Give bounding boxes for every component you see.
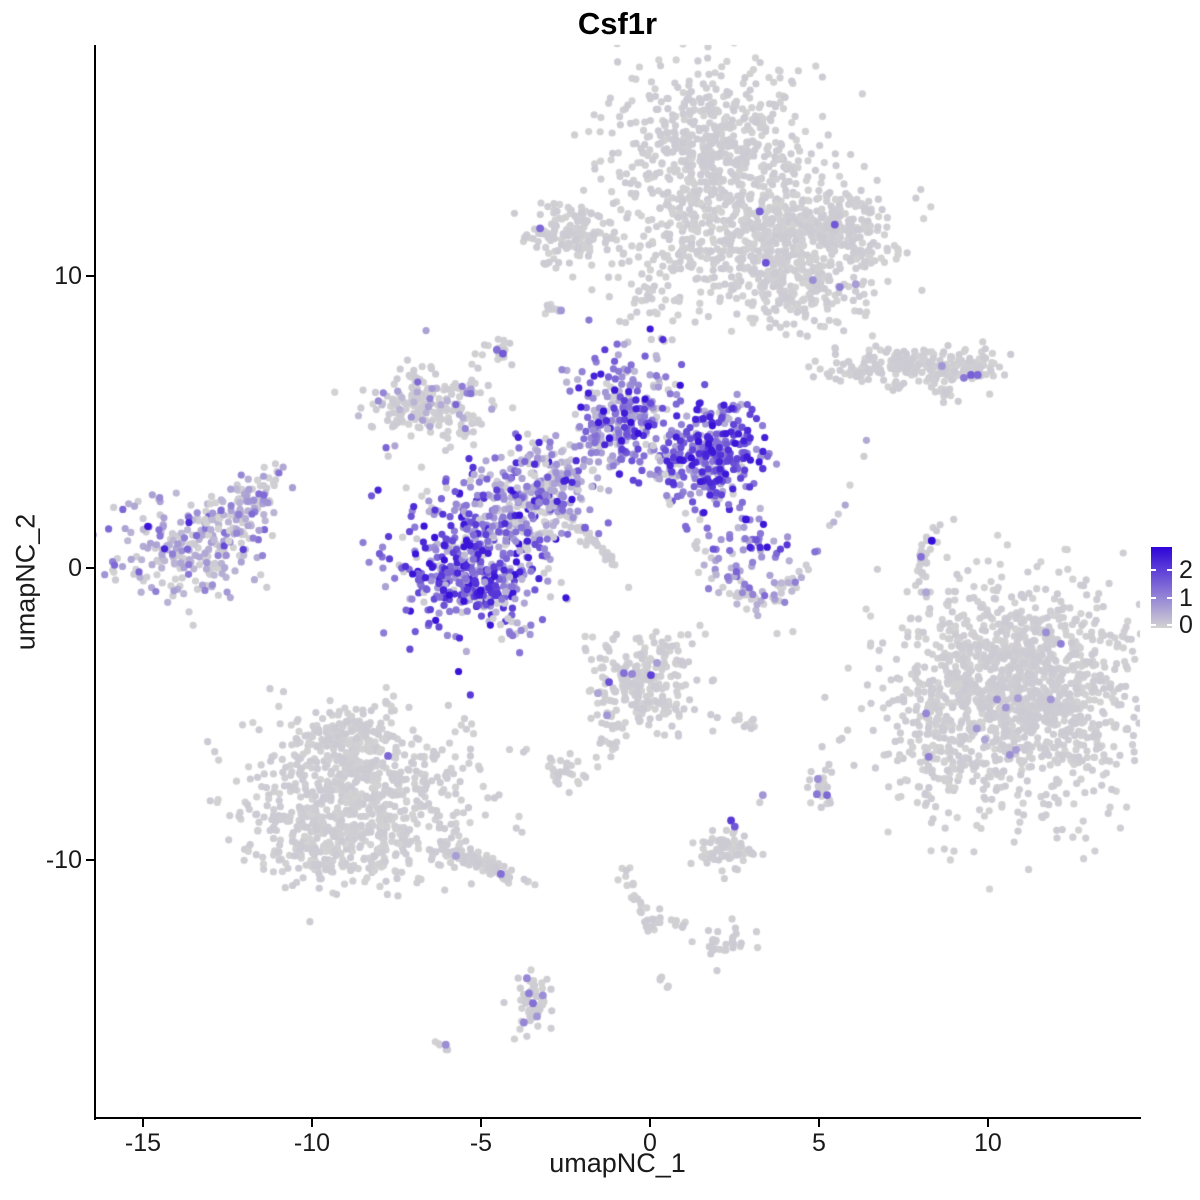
x-tick-label: -10 [293, 1129, 331, 1157]
y-tick-mark [86, 566, 94, 569]
legend-tick-mark [1151, 569, 1156, 572]
y-axis-title-wrap: umapNC_2 [0, 45, 52, 1118]
legend-colorbar [1151, 547, 1172, 628]
x-tick-label: 5 [811, 1129, 826, 1157]
x-tick-mark [817, 1119, 820, 1127]
x-tick-mark [310, 1119, 313, 1127]
y-tick-mark [86, 858, 94, 861]
y-tick-label: -10 [45, 845, 82, 874]
legend-tick-mark [1167, 569, 1172, 572]
y-tick-label: 0 [68, 553, 82, 582]
x-tick-mark [986, 1119, 989, 1127]
y-tick-mark [86, 274, 94, 277]
legend-tick-label: 2 [1179, 556, 1193, 585]
x-axis-line [94, 1117, 1141, 1119]
y-axis-line [94, 45, 96, 1120]
x-axis-title: umapNC_1 [549, 1148, 686, 1178]
x-tick-mark [141, 1119, 144, 1127]
x-tick-label: 10 [974, 1129, 1002, 1157]
legend-tick-label: 0 [1179, 610, 1193, 639]
legend-tick-label: 1 [1179, 583, 1193, 612]
x-tick-mark [648, 1119, 651, 1127]
legend-tick-mark [1151, 596, 1156, 599]
legend-tick-mark [1151, 623, 1156, 626]
x-tick-mark [479, 1119, 482, 1127]
x-tick-label: -15 [124, 1129, 162, 1157]
legend-tick-mark [1167, 596, 1172, 599]
x-tick-label: -5 [469, 1129, 493, 1157]
x-tick-label: 0 [642, 1129, 657, 1157]
legend-tick-mark [1167, 623, 1172, 626]
y-axis-title: umapNC_2 [10, 513, 41, 650]
y-tick-label: 10 [54, 261, 82, 290]
plot-title: Csf1r [577, 6, 658, 41]
